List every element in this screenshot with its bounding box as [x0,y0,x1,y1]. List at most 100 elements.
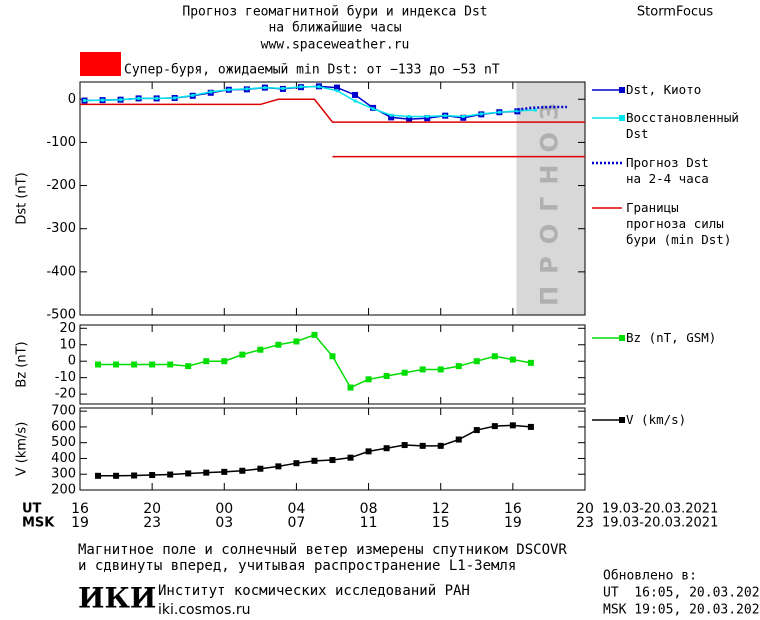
marker [137,96,141,100]
marker [389,113,393,117]
series-line [84,85,518,120]
marker [388,114,395,121]
marker [149,472,156,479]
marker [533,108,537,112]
marker [461,115,465,119]
logo: ИКИ [78,582,156,615]
y-tick-label: -200 [46,178,76,193]
subtitle: на ближайшие часы [268,21,401,36]
marker [509,356,516,363]
marker [101,98,105,102]
note: Магнитное поле и солнечный ветер измерен… [78,542,567,558]
marker [419,442,426,449]
marker [227,88,231,92]
updated-msk: MSK 19:05, 20.03.2021 [603,603,760,618]
forecast-region [516,82,585,315]
series-line [98,424,531,477]
y-axis-label: Dst (nT) [15,172,30,224]
marker [491,423,498,430]
marker [185,363,192,370]
marker [329,457,336,464]
x-axis-label: MSK [22,516,55,531]
marker [113,361,120,368]
marker [203,358,210,365]
updated-ut: UT 16:05, 20.03.2021 [603,586,760,601]
x-tick-label: 08 [360,501,378,517]
legend-label: V (km/s) [626,412,687,427]
plot-frame [79,81,586,316]
y-tick-label: 0 [68,354,76,369]
x-tick-label: 16 [504,501,522,517]
marker [209,90,213,94]
marker [365,448,372,455]
y-tick-label: 200 [51,483,76,498]
plot-frame [79,324,586,405]
series-line [80,98,585,123]
marker [311,331,318,338]
legend-marker [619,417,625,423]
marker [293,338,300,345]
x-tick-label: 03 [215,515,233,531]
marker [131,472,138,479]
marker [425,115,429,119]
x-tick-label: 19 [71,515,89,531]
y-tick-label: -100 [46,135,76,150]
series-line [98,333,532,389]
marker [203,469,210,476]
legend-label: Прогноз Dst на 2-4 часа [626,155,709,186]
marker [443,114,447,118]
y-axis-label: Bz (nT) [15,341,30,387]
y-tick-label: -10 [55,370,76,385]
x-tick-label: 04 [288,501,306,517]
marker [299,85,303,89]
marker [527,423,534,430]
marker [401,442,408,449]
marker [437,442,444,449]
updated: Обновлено в: [603,569,697,584]
x-tick-label: 07 [288,515,306,531]
x-tick-label: 20 [576,501,594,517]
marker [221,468,228,475]
marker [293,460,300,467]
marker [491,353,498,360]
marker [455,436,462,443]
legend-marker [619,115,625,121]
marker [95,472,102,479]
y-axis-label: V (km/s) [15,422,30,477]
x-tick-label: 11 [360,515,378,531]
legend-label: Границы прогноза силы бури (min Dst) [626,200,732,247]
y-tick-label: -300 [46,221,76,236]
legend-label: Bz (nT, GSM) [626,330,717,345]
marker [95,361,102,368]
marker [424,115,431,122]
marker [131,361,138,368]
marker [401,369,408,376]
x-tick-label: 20 [143,501,161,517]
marker [275,463,282,470]
forecast-label: ПРОГНОЗ [536,91,564,306]
marker [455,363,462,370]
y-tick-label: -500 [46,308,76,323]
marker [352,91,359,98]
marker [257,346,264,353]
marker [473,358,480,365]
marker [191,93,195,97]
brand: StormFocus [637,5,713,20]
x-tick-label: 15 [432,515,450,531]
x-tick-label: 23 [576,515,594,531]
date-range: 19.03-20.03.2021 [602,502,718,517]
legend-label: Восстановленный Dst [626,110,739,141]
marker [347,384,354,391]
y-tick-label: 400 [51,451,76,466]
marker [119,98,123,102]
marker [497,110,501,114]
x-tick-label: 23 [143,515,161,531]
marker [155,96,159,100]
y-tick-label: 10 [59,337,76,352]
marker [257,465,264,472]
marker [281,86,285,90]
marker [239,467,246,474]
legend-label: Dst, Киото [626,82,702,97]
